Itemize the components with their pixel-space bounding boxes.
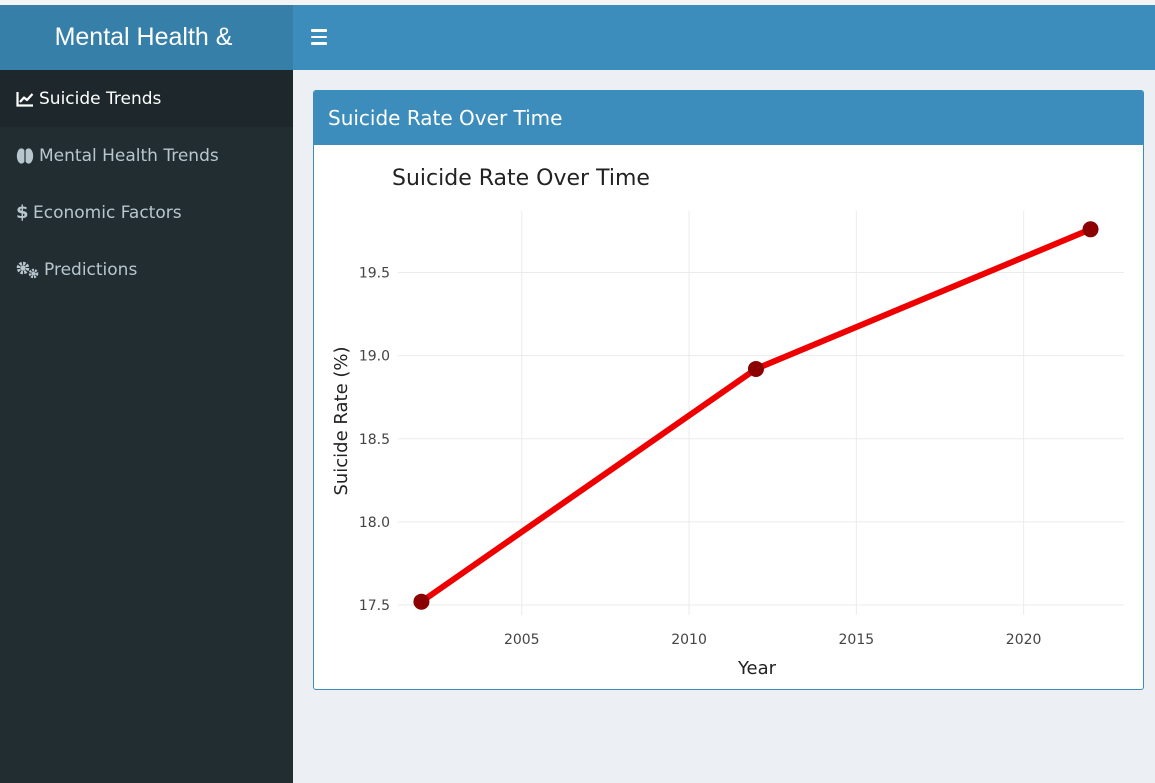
sidebar: Suicide Trends Mental Health Trends $ Ec… (0, 70, 293, 783)
gears-icon (16, 260, 43, 280)
y-tick-label: 19.0 (359, 349, 390, 365)
x-tick-label: 2015 (839, 632, 875, 648)
y-tick-label: 19.5 (359, 266, 390, 282)
sidebar-item-label: Economic Factors (33, 202, 182, 223)
sidebar-item-economic-factors[interactable]: $ Economic Factors (0, 184, 293, 241)
hamburger-menu-icon[interactable] (311, 24, 333, 50)
sidebar-item-suicide-trends[interactable]: Suicide Trends (0, 70, 293, 127)
data-point[interactable] (747, 360, 764, 377)
box-title: Suicide Rate Over Time (314, 91, 1143, 145)
chart-title: Suicide Rate Over Time (392, 166, 650, 191)
y-axis-label: Suicide Rate (%) (331, 346, 352, 495)
data-point[interactable] (1082, 221, 1099, 238)
sidebar-item-label: Mental Health Trends (39, 145, 219, 166)
window-top-strip (0, 0, 1155, 5)
x-tick-label: 2005 (504, 632, 540, 648)
sidebar-item-label: Suicide Trends (39, 88, 162, 109)
dollar-icon: $ (16, 202, 29, 223)
y-tick-label: 17.5 (359, 598, 390, 614)
sidebar-item-mental-health-trends[interactable]: Mental Health Trends (0, 127, 293, 184)
line-chart-icon (16, 89, 38, 109)
y-tick-label: 18.5 (359, 432, 390, 448)
top-navbar (293, 5, 1155, 70)
sidebar-item-predictions[interactable]: Predictions (0, 241, 293, 298)
x-axis-label: Year (737, 658, 777, 679)
x-tick-label: 2010 (671, 632, 707, 648)
suicide-rate-chart[interactable]: 2005 2010 2015 2020 17.5 18.0 18.5 19.0 19.5 Sui… (314, 145, 1143, 689)
sidebar-item-label: Predictions (44, 259, 138, 280)
brain-icon (16, 146, 38, 166)
data-point[interactable] (413, 593, 430, 610)
x-tick-label: 2020 (1006, 632, 1042, 648)
y-tick-label: 18.0 (359, 515, 390, 531)
app-logo[interactable]: Mental Health & (0, 5, 293, 70)
chart-box: Suicide Rate Over Time 2005 2010 2015 2020 1… (313, 90, 1144, 690)
